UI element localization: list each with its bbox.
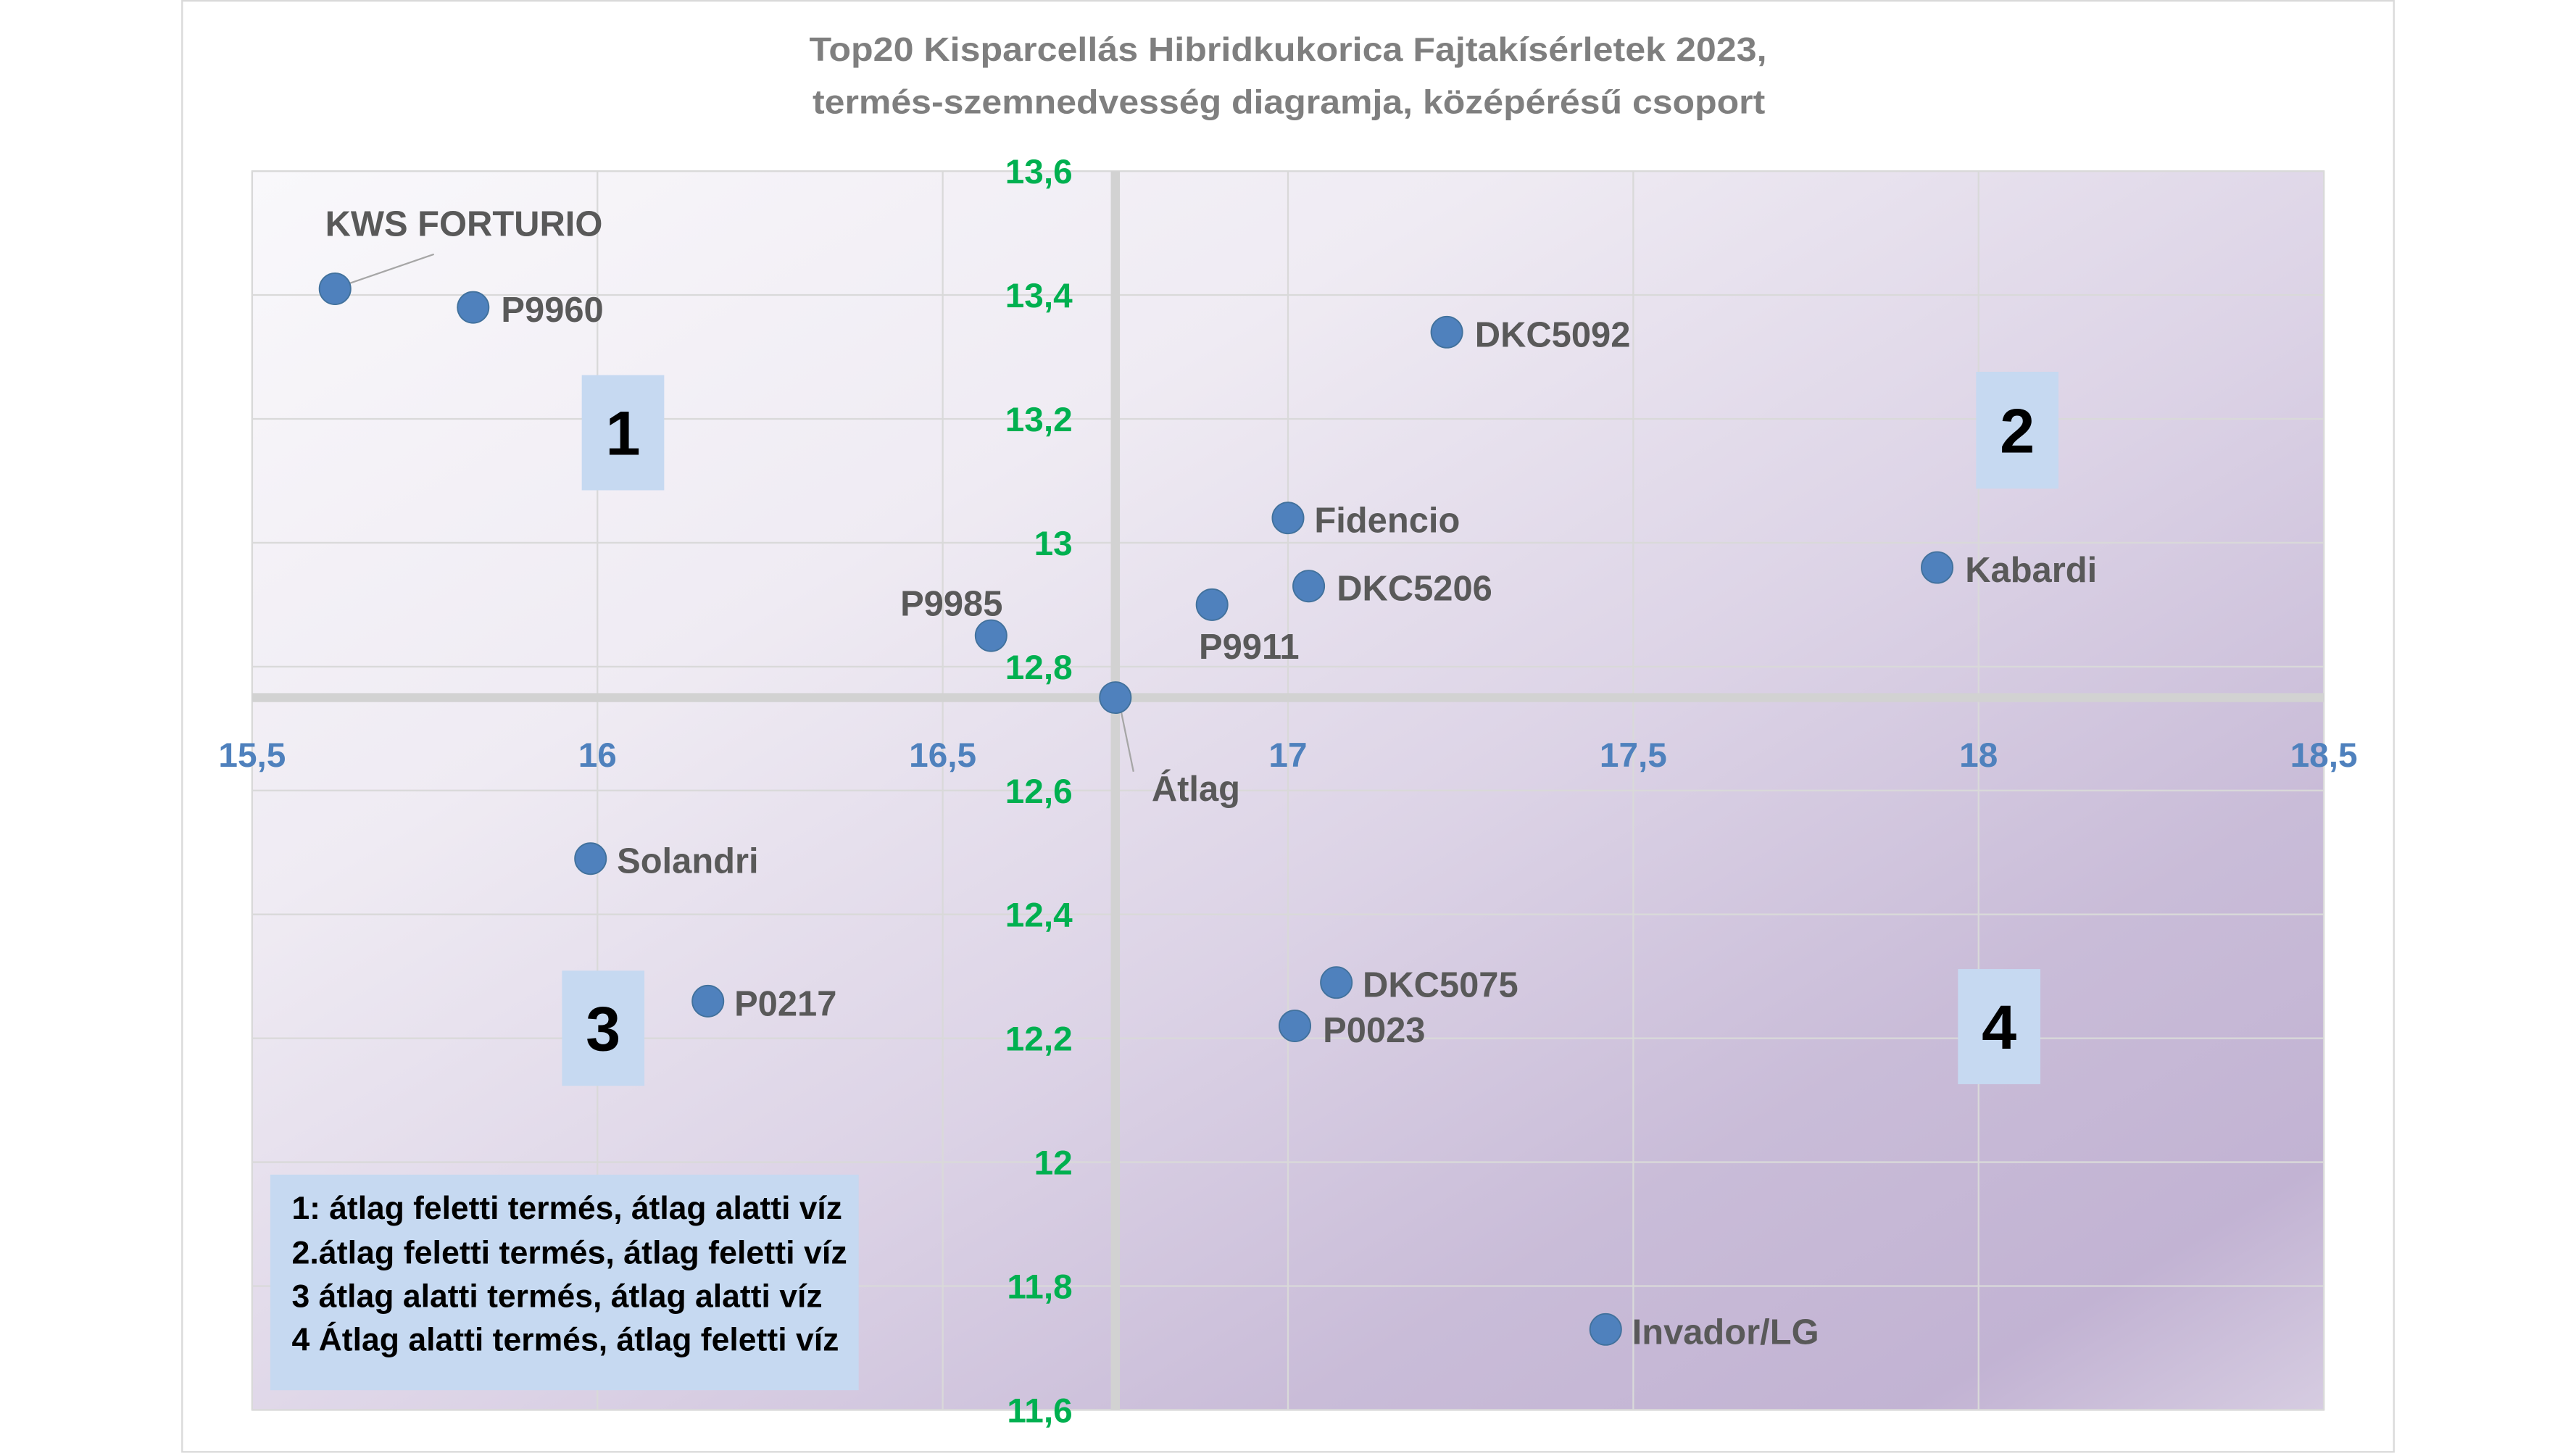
data-point-solandri — [574, 842, 607, 875]
quadrant-box-bg — [1976, 372, 2059, 489]
data-point-dkc5206 — [1292, 570, 1326, 603]
quadrant-box-bg — [581, 375, 665, 491]
data-label-atlag: Átlag — [1152, 770, 1240, 809]
data-point-atlag — [1099, 681, 1132, 715]
data-point-p0023 — [1279, 1010, 1312, 1043]
y-tick-labels: 13,6 13,4 13,2 13 12,8 12,6 12,4 12,2 12 11,8 11,6 — [1005, 153, 1073, 1430]
y-tick-label: 13,4 — [1005, 277, 1073, 315]
data-label-solandri: Solandri — [617, 842, 759, 881]
data-label-p9985: P9985 — [900, 584, 1002, 623]
x-tick-label: 16,5 — [909, 736, 976, 775]
data-point-invador-lg — [1589, 1313, 1622, 1346]
quadrant-box-4: 4 — [1958, 969, 2041, 1084]
legend-line-4: 4 Átlag alatti termés, átlag feletti víz — [291, 1322, 839, 1358]
data-point-p0217 — [691, 984, 725, 1018]
x-tick-labels: 15,5 16 16,5 17 17,5 18 18,5 — [218, 736, 2357, 775]
quadrant-boxes: 1 2 3 4 — [562, 372, 2059, 1086]
quadrant-box-bg — [1958, 969, 2041, 1084]
data-label-dkc5075: DKC5075 — [1363, 966, 1518, 1005]
quadrant-number: 4 — [1982, 993, 2016, 1062]
axes — [252, 171, 2324, 1410]
y-tick-label: 13,2 — [1005, 401, 1073, 439]
leader-line-kws-forturio — [343, 253, 435, 287]
x-tick-label: 18,5 — [2290, 736, 2358, 775]
y-tick-label: 11,6 — [1007, 1391, 1072, 1430]
y-tick-label: 13,6 — [1005, 153, 1073, 191]
data-point-p9985 — [974, 619, 1007, 652]
y-tick-label: 12,2 — [1005, 1020, 1073, 1059]
data-point-dkc5075 — [1320, 966, 1353, 999]
data-label-fidencio: Fidencio — [1314, 502, 1460, 541]
quadrant-box-bg — [562, 970, 645, 1086]
data-label-p9911: P9911 — [1199, 628, 1300, 667]
data-label-p0217: P0217 — [734, 984, 836, 1023]
data-label-kws-forturio: KWS FORTURIO — [325, 204, 603, 244]
data-label-dkc5092: DKC5092 — [1475, 315, 1631, 354]
x-tick-label: 18 — [1959, 736, 1998, 775]
y-tick-label: 12,8 — [1005, 649, 1073, 687]
data-label-p9960: P9960 — [501, 291, 603, 330]
leader-line-atlag — [1119, 707, 1134, 772]
data-label-p0023: P0023 — [1323, 1011, 1425, 1050]
quadrant-box-2: 2 — [1976, 372, 2059, 489]
x-tick-label: 17,5 — [1600, 736, 1667, 775]
data-point-kws-forturio — [318, 273, 352, 305]
data-label-kabardi: Kabardi — [1965, 551, 2097, 590]
quadrant-number: 2 — [2000, 396, 2035, 466]
y-tick-label: 11,8 — [1007, 1268, 1072, 1307]
data-point-p9911 — [1195, 588, 1229, 621]
x-tick-label: 17 — [1268, 736, 1307, 775]
data-label-invador-lg: Invador/LG — [1632, 1313, 1819, 1352]
y-tick-label: 12,4 — [1005, 897, 1073, 935]
data-point-fidencio — [1271, 502, 1305, 535]
data-points — [318, 273, 1954, 1346]
data-point-p9960 — [457, 291, 490, 324]
y-tick-label: 12,6 — [1005, 773, 1073, 811]
legend-box: 1: átlag feletti termés, átlag alatti ví… — [270, 1174, 859, 1391]
quadrant-number: 1 — [605, 399, 640, 469]
legend-line-1: 1: átlag feletti termés, átlag alatti ví… — [291, 1191, 842, 1226]
leader-lines — [343, 253, 1134, 772]
legend-line-2: 2.átlag feletti termés, átlag feletti ví… — [291, 1235, 847, 1270]
x-tick-label: 15,5 — [218, 736, 286, 775]
data-labels: KWS FORTURIO P9960 DKC5092 Fidencio Kabardi D… — [325, 204, 2098, 1352]
y-tick-label: 12 — [1034, 1144, 1073, 1183]
legend-box-bg — [270, 1174, 859, 1391]
quadrant-number: 3 — [586, 994, 620, 1064]
y-tick-label: 13 — [1034, 525, 1073, 563]
data-point-dkc5092 — [1430, 315, 1463, 349]
chart-title-line-2: termés-szemnedvesség diagramja, középéré… — [813, 83, 1765, 121]
data-label-dkc5206: DKC5206 — [1337, 570, 1492, 609]
quadrant-box-1: 1 — [581, 375, 665, 491]
legend-line-3: 3 átlag alatti termés, átlag alatti víz — [291, 1279, 822, 1315]
data-point-kabardi — [1921, 551, 1954, 584]
quadrant-box-3: 3 — [562, 970, 645, 1086]
chart-title-line-1: Top20 Kisparcellás Hibridkukorica Fajtak… — [809, 30, 1766, 68]
x-tick-label: 16 — [578, 736, 617, 775]
